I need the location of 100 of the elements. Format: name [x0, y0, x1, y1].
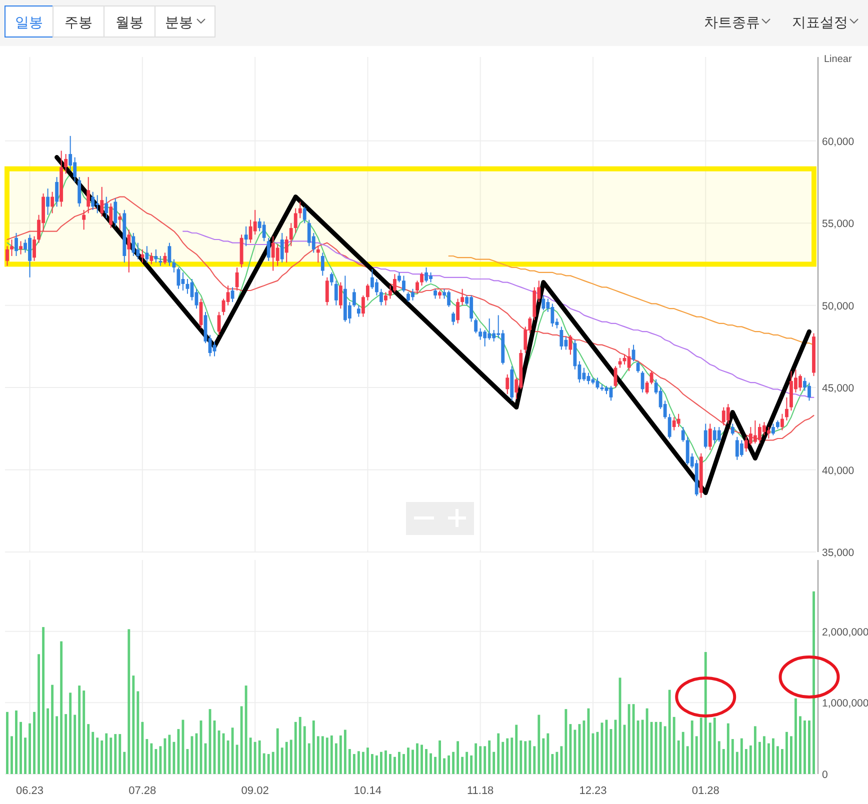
bar — [42, 627, 45, 774]
y-tick-label: 1,000,000 — [822, 698, 868, 710]
bar — [348, 749, 351, 774]
candlestick — [740, 440, 744, 458]
bar — [407, 748, 410, 774]
bar — [398, 752, 400, 774]
bar — [646, 708, 648, 774]
bar — [754, 726, 756, 774]
bar — [456, 741, 460, 774]
candlestick — [100, 186, 104, 218]
bar — [344, 730, 346, 774]
bar — [564, 709, 568, 774]
bar — [776, 746, 779, 774]
text: 분봉 — [165, 14, 193, 30]
x-tick-label: 11.18 — [466, 785, 494, 797]
candlestick — [645, 380, 649, 395]
bar — [366, 748, 369, 774]
candlestick — [334, 280, 338, 306]
bar — [154, 749, 158, 774]
bar — [749, 745, 752, 774]
candlestick — [163, 252, 167, 265]
bar — [497, 733, 500, 774]
bar — [695, 736, 698, 774]
candlestick — [298, 201, 302, 219]
candlestick — [280, 232, 284, 264]
candlestick — [14, 232, 18, 256]
bar — [574, 730, 576, 774]
candlestick — [506, 374, 510, 395]
candlestick — [398, 272, 401, 283]
bar — [24, 738, 26, 774]
bar — [105, 733, 108, 774]
bar — [466, 752, 468, 774]
candlestick — [330, 272, 334, 286]
bar — [321, 736, 324, 774]
candlestick — [352, 288, 356, 308]
candlestick — [524, 326, 528, 354]
bar — [357, 751, 360, 774]
text: 주봉 — [64, 14, 92, 30]
candlestick — [91, 191, 95, 210]
x-tick-label: 12.23 — [579, 785, 607, 797]
candlestick — [420, 272, 424, 286]
y-tick-label: 0 — [822, 769, 828, 781]
candlestick — [388, 285, 392, 300]
line-series — [54, 155, 812, 496]
bar — [672, 716, 676, 774]
bar — [82, 690, 86, 774]
candlestick — [528, 316, 532, 334]
bar — [520, 740, 522, 774]
bar — [492, 752, 496, 774]
candlestick — [416, 280, 419, 294]
bar — [700, 718, 702, 774]
candlestick — [726, 403, 730, 424]
bar — [510, 738, 514, 774]
bar — [479, 746, 482, 774]
bar — [69, 692, 72, 774]
bar — [533, 746, 536, 774]
y-tick-label: 2,000,000 — [822, 626, 868, 638]
bar — [438, 740, 442, 774]
bar — [416, 743, 418, 774]
bar — [488, 740, 491, 774]
y-tick-label: 35,000 — [822, 547, 854, 559]
bar — [461, 756, 464, 774]
bar — [506, 738, 509, 774]
candlestick — [145, 246, 149, 264]
bar — [20, 722, 22, 774]
bar — [352, 754, 356, 774]
bar — [502, 742, 504, 774]
candlestick — [127, 229, 131, 273]
bar — [420, 744, 423, 774]
bar — [262, 753, 266, 774]
bar — [136, 691, 140, 774]
candlestick — [393, 274, 396, 293]
candlestick — [244, 226, 248, 247]
bar — [51, 684, 54, 774]
candlestick — [771, 423, 775, 436]
bar — [430, 753, 432, 774]
bar — [272, 752, 274, 774]
bar — [28, 723, 31, 774]
bar — [244, 686, 248, 774]
bar — [578, 724, 581, 774]
bar — [15, 710, 18, 774]
bar — [538, 714, 540, 774]
bar — [150, 743, 153, 774]
bar — [560, 746, 563, 774]
candlestick — [55, 176, 59, 208]
bar — [110, 738, 112, 774]
bar — [443, 758, 446, 774]
bar — [249, 738, 252, 774]
bar — [60, 641, 63, 774]
candlestick — [46, 188, 50, 216]
candlestick — [366, 283, 370, 301]
bar — [713, 718, 716, 774]
bar — [276, 728, 279, 774]
bar — [316, 736, 320, 774]
candlestick — [325, 276, 329, 306]
bar — [434, 756, 436, 774]
bar — [528, 740, 532, 774]
bar — [64, 714, 68, 774]
candlestick — [154, 248, 158, 264]
bar — [384, 750, 387, 774]
